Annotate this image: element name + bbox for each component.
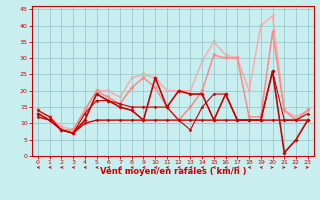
X-axis label: Vent moyen/en rafales ( km/h ): Vent moyen/en rafales ( km/h ) (100, 167, 246, 176)
